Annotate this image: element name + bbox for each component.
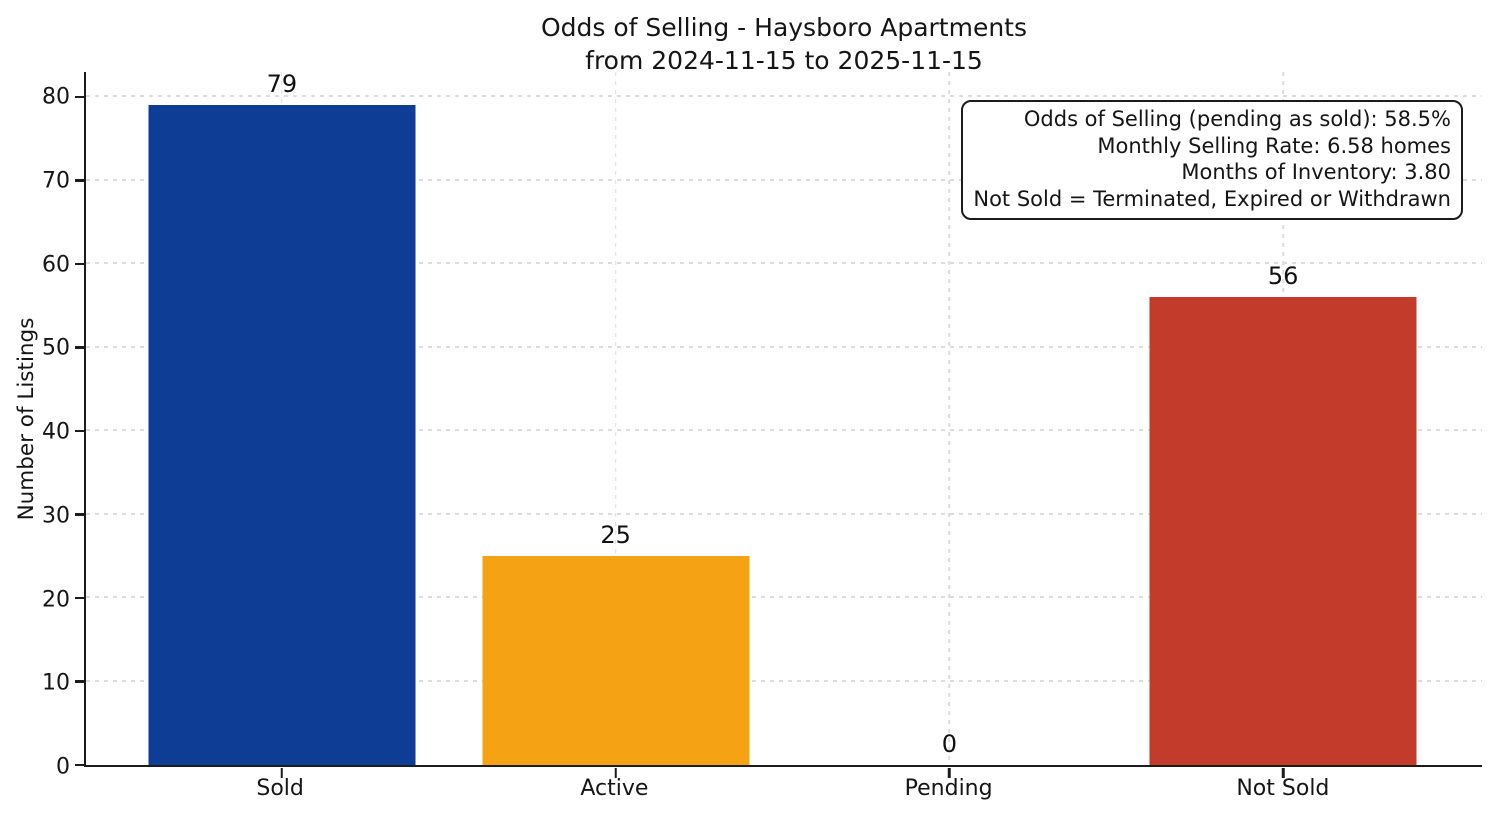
bar-value-label: 0 [941,730,958,758]
bar-value-label: 25 [600,521,631,550]
y-tick-mark [74,763,84,766]
plot-area: 79 25 0 56 [74,70,1482,778]
h-gridline [86,679,1482,682]
y-tick-label: 50 [42,335,70,361]
y-tick-label: 30 [42,503,70,529]
v-gridline [948,72,951,765]
y-tick-label: 70 [42,168,70,194]
bar-value-label: 56 [1267,262,1299,291]
y-tick-mark [74,346,84,349]
y-tick-mark [74,429,84,433]
y-tick-mark [74,179,84,182]
chart-title-line1: Odds of Selling - Haysboro Apartments [541,13,1027,42]
bar-not-sold [1149,297,1417,765]
y-tick-label: 20 [42,587,70,613]
h-gridline [86,429,1482,432]
h-gridline [86,512,1482,515]
x-tick-label: Sold [256,776,304,801]
x-tick-label: Not Sold [1236,776,1330,801]
y-axis-tick-labels: 0 10 20 30 40 50 60 70 80 [0,72,70,780]
y-tick-mark [74,262,84,266]
y-tick-mark [74,596,84,600]
annotation-line-rate: Monthly Selling Rate: 6.58 homes [1097,133,1451,158]
annotation-line-inventory: Months of Inventory: 3.80 [1181,160,1451,184]
bars-layer: 79 25 0 56 [115,70,1450,778]
x-tick-mark [1281,767,1285,778]
bar-active [482,556,750,765]
y-tick-mark [74,95,84,99]
y-tick-mark [74,680,84,683]
annotation-line-odds: Odds of Selling (pending as sold): 58.5% [1023,107,1451,131]
h-gridline [86,345,1482,348]
y-tick-mark [74,513,84,516]
chart-title: Odds of Selling - Haysboro Apartments fr… [86,11,1482,77]
bar-value-label: 79 [266,70,298,99]
h-gridline [86,596,1482,599]
y-tick-label: 40 [42,419,70,445]
x-tick-mark [614,767,617,778]
x-tick-label: Pending [904,776,993,801]
y-tick-label: 10 [42,670,70,696]
y-tick-label: 0 [56,754,70,780]
annotation-box: Odds of Selling (pending as sold): 58.5%… [961,100,1463,220]
x-axis-tick-labels: Sold Active Pending Not Sold [113,776,1450,808]
x-tick-mark [948,767,951,778]
h-gridline [86,262,1482,265]
y-tick-label: 60 [42,252,70,278]
v-gridline [614,72,617,765]
annotation-line-notsold-def: Not Sold = Terminated, Expired or Withdr… [973,186,1451,211]
h-gridline-layer [86,72,1482,765]
bar-sold [148,105,416,765]
y-tick-label: 80 [42,84,70,110]
chart-title-line2: from 2024-11-15 to 2025-11-15 [585,46,983,75]
h-gridline [86,178,1482,181]
h-gridline [86,95,1482,98]
x-tick-mark [280,767,284,778]
x-tick-label: Active [580,776,649,801]
